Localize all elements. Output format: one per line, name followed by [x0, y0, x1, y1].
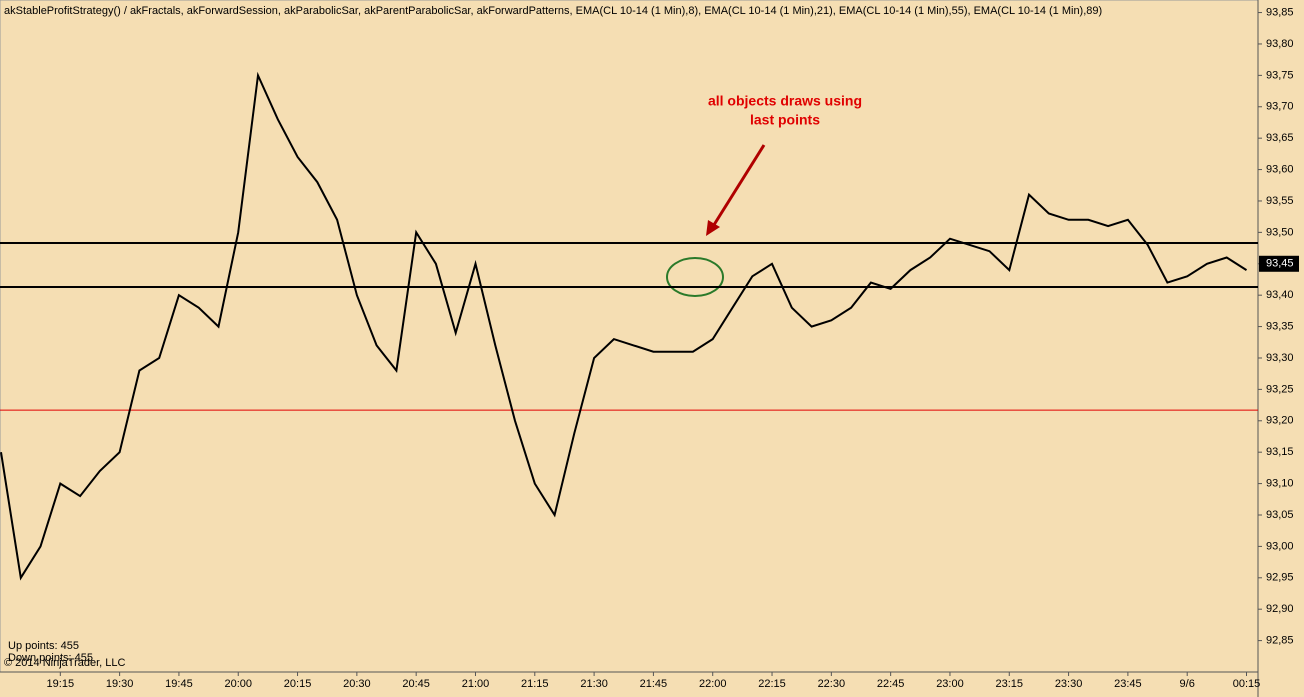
y-tick-label: 93,85: [1266, 6, 1294, 18]
x-tick-label: 22:00: [699, 678, 727, 690]
y-tick-label: 93,30: [1266, 352, 1294, 364]
annotation: last points: [750, 112, 820, 128]
x-tick-label: 21:00: [462, 678, 490, 690]
x-tick-label: 21:45: [640, 678, 668, 690]
y-tick-label: 93,40: [1266, 289, 1294, 301]
y-tick-label: 93,70: [1266, 101, 1294, 113]
x-tick-label: 20:00: [224, 678, 252, 690]
plot-area: [0, 0, 1259, 673]
x-tick-label: 22:45: [877, 678, 905, 690]
x-tick-label: 9/6: [1180, 678, 1195, 690]
price-marker: [1259, 255, 1299, 272]
y-tick-label: 93,50: [1266, 226, 1294, 238]
x-tick-label: 20:30: [343, 678, 371, 690]
y-tick-label: 93,20: [1266, 415, 1294, 427]
x-tick-label: 23:30: [1055, 678, 1083, 690]
chart-title: akStableProfitStrategy() / akFractals, a…: [4, 5, 1102, 17]
x-tick-label: 23:00: [936, 678, 964, 690]
y-tick-label: 93,55: [1266, 195, 1294, 207]
y-tick-label: 93,60: [1266, 163, 1294, 175]
x-tick-label: 21:30: [580, 678, 608, 690]
price-line: [0, 71, 1248, 581]
arrow: [710, 144, 766, 229]
y-tick-label: 93,00: [1266, 540, 1294, 552]
stat: Up points: 455: [8, 640, 79, 652]
x-tick-label: 23:15: [996, 678, 1024, 690]
x-tick-label: 22:15: [758, 678, 786, 690]
y-tick-label: 93,65: [1266, 132, 1294, 144]
y-tick-label: 93,25: [1266, 383, 1294, 395]
y-tick-label: 92,95: [1266, 572, 1294, 584]
y-tick-label: 93,35: [1266, 320, 1294, 332]
x-tick-label: 20:45: [402, 678, 430, 690]
y-tick-label: 93,05: [1266, 509, 1294, 521]
x-tick-label: 21:15: [521, 678, 549, 690]
y-tick-label: 92,90: [1266, 603, 1294, 615]
y-tick-label: 93,15: [1266, 446, 1294, 458]
highlight-ellipse: [666, 257, 724, 297]
x-tick-label: 23:45: [1114, 678, 1142, 690]
y-tick-label: 93,10: [1266, 477, 1294, 489]
x-tick-label: 00:15: [1233, 678, 1261, 690]
annotation: all objects draws using: [708, 93, 862, 109]
x-tick-label: 20:15: [284, 678, 312, 690]
y-tick-label: 92,85: [1266, 635, 1294, 647]
arrow-head: [706, 220, 720, 236]
price-label: 93,45: [1266, 258, 1294, 270]
x-tick-label: 22:30: [818, 678, 846, 690]
x-tick-label: 19:15: [47, 678, 75, 690]
x-tick-label: 19:45: [165, 678, 193, 690]
y-tick-label: 93,80: [1266, 38, 1294, 50]
copyright: © 2014 NinjaTrader, LLC: [4, 657, 125, 669]
y-tick-label: 93,75: [1266, 69, 1294, 81]
x-tick-label: 19:30: [106, 678, 134, 690]
stat: Down points: 455: [8, 652, 93, 664]
